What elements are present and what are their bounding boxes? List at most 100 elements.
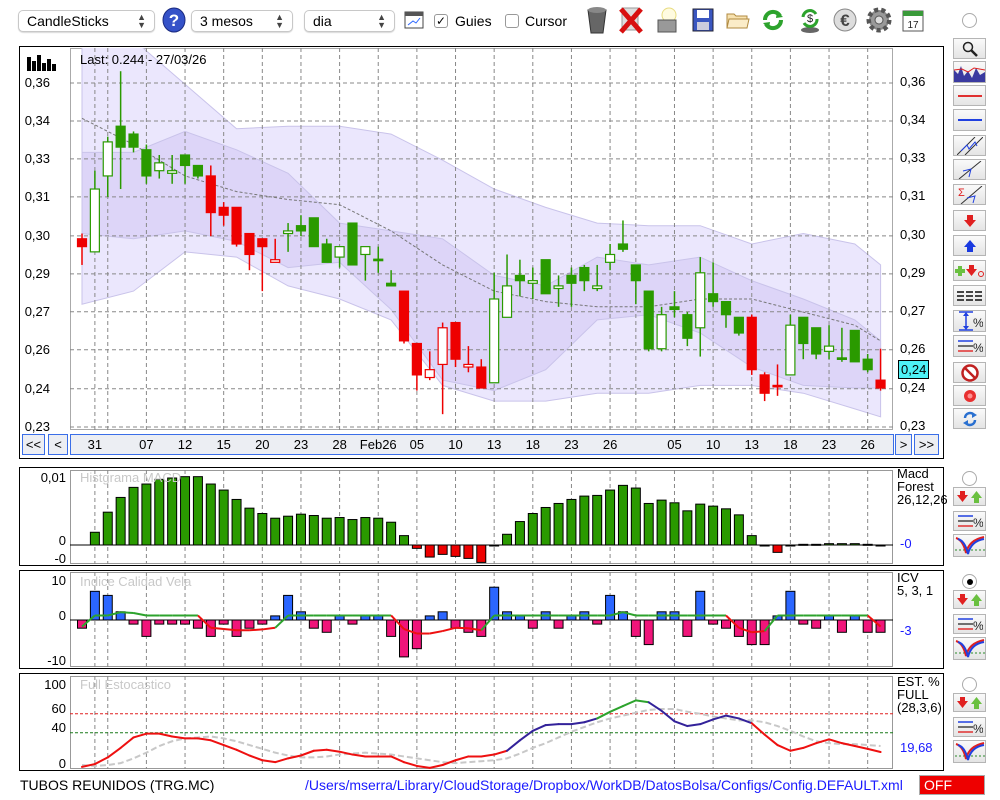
buy-arrow-tool-button[interactable] [953, 235, 986, 256]
currency-button[interactable]: € [831, 5, 859, 35]
chart-type-select[interactable]: CandleSticks ▲ ▼ [18, 10, 155, 32]
stoch-k-segment [866, 747, 882, 754]
candle [849, 329, 860, 363]
icv-percent-lines-button[interactable]: % [953, 614, 986, 634]
trash-button[interactable] [583, 5, 611, 35]
percent-lines-tool-button[interactable]: % [953, 335, 986, 357]
nav-prev-button[interactable]: < [48, 434, 68, 455]
y-tick-label: 0,36 [24, 75, 50, 90]
stoch-percent-lines-button[interactable]: % [953, 717, 986, 737]
icv-chart[interactable] [70, 572, 893, 667]
sync-button[interactable] [953, 408, 986, 429]
stoch-k-segment [660, 709, 676, 723]
refresh-button[interactable] [759, 5, 787, 35]
percent-range-tool-button[interactable]: % [953, 310, 986, 332]
macd-bar [772, 544, 783, 553]
overview-tool-button[interactable] [953, 61, 986, 83]
macd-bar [270, 517, 281, 546]
period-select[interactable]: 3 mesos ▲ ▼ [191, 10, 293, 32]
nav-first-button[interactable]: << [22, 434, 45, 455]
channel-icon [956, 136, 983, 155]
stoch-k-segment [789, 746, 805, 752]
record-button[interactable] [953, 385, 986, 406]
macd-histogram-chart[interactable] [70, 470, 893, 564]
x-tick-label: 18 [525, 437, 541, 452]
calendar-button[interactable]: 17 [899, 5, 927, 35]
macd-bar [192, 476, 203, 546]
stoch-signals-button[interactable] [953, 693, 986, 712]
volume-bars-icon[interactable] [27, 53, 57, 71]
trendline-tool-button[interactable] [953, 159, 986, 180]
nav-last-button[interactable]: >> [914, 434, 939, 455]
sum-trendline-tool-button[interactable]: Σ [953, 184, 986, 205]
icv-bar [836, 619, 847, 633]
candle-body [811, 327, 822, 355]
add-signals-tool-button[interactable] [953, 260, 986, 281]
candle-body [527, 280, 538, 284]
candle [630, 264, 641, 305]
icv-oscillator-button[interactable] [953, 637, 986, 660]
macd-percent-lines-button[interactable]: % [953, 511, 986, 531]
macd-bar [154, 478, 165, 546]
macd-bar [360, 517, 371, 546]
zoom-tool-button[interactable] [953, 38, 986, 59]
cursor-checkbox[interactable] [505, 14, 519, 28]
help-button[interactable]: ? [160, 5, 188, 35]
macd-bar [514, 521, 525, 546]
candle [604, 244, 616, 271]
stoch-oscillator-button[interactable] [953, 740, 986, 763]
cursor-label: Cursor [525, 13, 568, 29]
delete-button[interactable] [617, 5, 645, 35]
icv-bar [592, 619, 603, 625]
blue-hline-tool-button[interactable] [953, 109, 986, 131]
interval-select[interactable]: dia ▲ ▼ [304, 10, 395, 32]
stoch-indicator-name2: FULL [897, 687, 929, 702]
candle [643, 290, 654, 352]
candlestick-chart[interactable] [70, 48, 893, 430]
y-tick-label: 0,24 [24, 380, 50, 396]
nav-next-button[interactable]: > [895, 434, 912, 455]
candle [823, 325, 835, 360]
macd-oscillator-button[interactable] [953, 534, 986, 557]
stoch-k-segment [583, 717, 599, 724]
clear-drawings-button[interactable] [953, 362, 986, 383]
candle [514, 259, 526, 297]
off-toggle-button[interactable]: OFF [919, 775, 985, 795]
macd-select-radio[interactable] [962, 471, 977, 486]
open-folder-button[interactable] [724, 5, 752, 35]
macd-bar [334, 517, 345, 546]
candle [424, 351, 435, 381]
guides-checkbox[interactable]: ✓ [434, 14, 448, 28]
icv-select-radio[interactable] [962, 574, 977, 589]
print-button[interactable] [653, 5, 681, 35]
icv-signal-segment [738, 626, 753, 634]
macd-bar [759, 544, 770, 547]
icv-bar [192, 619, 203, 629]
refresh-quotes-button[interactable]: $ [796, 5, 824, 35]
y-tick-label-right: 0,33 [900, 149, 926, 165]
date-scrollbar[interactable] [70, 434, 894, 455]
candle-body [321, 243, 332, 263]
y-tick-label-right: 0,23 [900, 418, 926, 433]
macd-bar [682, 510, 693, 546]
save-button[interactable] [689, 5, 717, 35]
icv-signals-button[interactable] [953, 590, 986, 609]
candle [836, 327, 848, 362]
stoch-select-radio[interactable] [962, 677, 977, 692]
main-panel-radio[interactable] [962, 13, 977, 28]
config-file-path[interactable]: /Users/mserra/Library/CloudStorage/Dropb… [305, 777, 903, 793]
channel-tool-button[interactable] [953, 135, 986, 156]
x-tick-label: 13 [486, 437, 502, 452]
macd-bar [89, 531, 100, 546]
icv-bar [849, 615, 860, 621]
checkmark-icon: ✓ [435, 14, 447, 28]
horizontal-lines-tool-button[interactable] [953, 285, 986, 306]
sell-arrow-tool-button[interactable] [953, 210, 986, 231]
chart-window-button[interactable] [400, 5, 428, 35]
icv-current-value: -3 [900, 623, 912, 638]
red-hline-tool-button[interactable] [953, 85, 986, 106]
macd-bar [424, 544, 435, 558]
macd-signals-button[interactable] [953, 487, 986, 506]
settings-button[interactable] [865, 5, 893, 35]
stochastic-chart[interactable] [70, 676, 893, 769]
